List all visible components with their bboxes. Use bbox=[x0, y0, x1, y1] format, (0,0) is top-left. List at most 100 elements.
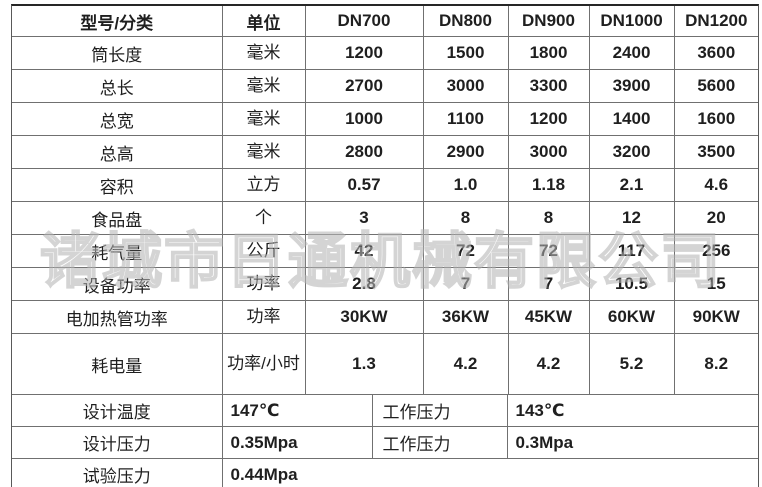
cell-value: 36KW bbox=[422, 300, 509, 334]
table-header-row: 型号/分类 单位 DN700 DN800 DN900 DN1000 DN1200 bbox=[12, 6, 758, 37]
working-label: 工作压力 bbox=[371, 395, 508, 427]
cell-value: 60KW bbox=[588, 300, 675, 334]
cell-value: 1200 bbox=[507, 102, 590, 136]
header-model-dn700: DN700 bbox=[304, 6, 424, 37]
row-unit: 毫米 bbox=[221, 36, 306, 70]
cell-value: 5.2 bbox=[588, 333, 675, 395]
cell-value: 2.8 bbox=[304, 267, 424, 301]
row-unit: 毫米 bbox=[221, 69, 306, 103]
row-unit: 功率 bbox=[221, 267, 306, 301]
cell-value: 1000 bbox=[304, 102, 424, 136]
cell-value: 7 bbox=[507, 267, 590, 301]
cell-value: 2.1 bbox=[588, 168, 675, 202]
header-model-dn1000: DN1000 bbox=[588, 6, 675, 37]
cell-value: 5600 bbox=[673, 69, 758, 103]
table-row-power-consumption: 耗电量 功率/小时 1.3 4.2 4.2 5.2 8.2 bbox=[12, 333, 758, 395]
row-unit: 功率/小时 bbox=[221, 333, 306, 395]
row-label: 电加热管功率 bbox=[12, 300, 223, 334]
table-row-food-trays: 食品盘 个 3 8 8 12 20 bbox=[12, 201, 758, 235]
cell-value: 2700 bbox=[304, 69, 424, 103]
cell-value: 4.2 bbox=[507, 333, 590, 395]
cell-value: 30KW bbox=[304, 300, 424, 334]
table-row-total-length: 总长 毫米 2700 3000 3300 3900 5600 bbox=[12, 69, 758, 103]
cell-value: 1600 bbox=[673, 102, 758, 136]
working-pressure-value: 0.3Mpa bbox=[506, 426, 758, 459]
row-label: 总宽 bbox=[12, 102, 223, 136]
cell-value: 3000 bbox=[422, 69, 509, 103]
table-row-air-consumption: 耗气量 公斤 42 72 72 117 256 bbox=[12, 234, 758, 268]
row-label: 试验压力 bbox=[12, 458, 223, 487]
row-unit: 毫米 bbox=[221, 102, 306, 136]
cell-value: 3600 bbox=[673, 36, 758, 70]
cell-value: 12 bbox=[588, 201, 675, 235]
cell-value: 15 bbox=[673, 267, 758, 301]
row-label: 总长 bbox=[12, 69, 223, 103]
cell-value: 1200 bbox=[304, 36, 424, 70]
row-label: 筒长度 bbox=[12, 36, 223, 70]
cell-value: 3900 bbox=[588, 69, 675, 103]
row-label: 设计温度 bbox=[12, 395, 223, 427]
design-temperature-value: 147℃ bbox=[221, 395, 373, 427]
cell-value: 3200 bbox=[588, 135, 675, 169]
design-pressure-value: 0.35Mpa bbox=[221, 426, 373, 459]
header-model-dn800: DN800 bbox=[422, 6, 509, 37]
cell-value: 1400 bbox=[588, 102, 675, 136]
table-row-cylinder-length: 筒长度 毫米 1200 1500 1800 2400 3600 bbox=[12, 36, 758, 70]
cell-value: 1.3 bbox=[304, 333, 424, 395]
cell-value: 2800 bbox=[304, 135, 424, 169]
cell-value: 90KW bbox=[673, 300, 758, 334]
table-row-total-height: 总高 毫米 2800 2900 3000 3200 3500 bbox=[12, 135, 758, 169]
header-model-dn900: DN900 bbox=[507, 6, 590, 37]
cell-value: 4.6 bbox=[673, 168, 758, 202]
table-row-volume: 容积 立方 0.57 1.0 1.18 2.1 4.6 bbox=[12, 168, 758, 202]
row-unit: 公斤 bbox=[221, 234, 306, 268]
working-label: 工作压力 bbox=[371, 426, 508, 459]
cell-value: 1500 bbox=[422, 36, 509, 70]
row-unit: 立方 bbox=[221, 168, 306, 202]
row-label: 设计压力 bbox=[12, 426, 223, 459]
row-label: 耗气量 bbox=[12, 234, 223, 268]
footer-row-design-pressure: 设计压力 0.35Mpa 工作压力 0.3Mpa bbox=[12, 426, 758, 459]
footer-row-design-temperature: 设计温度 147℃ 工作压力 143℃ bbox=[12, 395, 758, 427]
cell-value: 1.0 bbox=[422, 168, 509, 202]
cell-value: 42 bbox=[304, 234, 424, 268]
footer-row-test-pressure: 试验压力 0.44Mpa bbox=[12, 458, 758, 487]
row-label: 设备功率 bbox=[12, 267, 223, 301]
row-label: 总高 bbox=[12, 135, 223, 169]
cell-value: 72 bbox=[507, 234, 590, 268]
cell-value: 256 bbox=[673, 234, 758, 268]
row-unit: 个 bbox=[221, 201, 306, 235]
table-row-equipment-power: 设备功率 功率 2.8 7 7 10.5 15 bbox=[12, 267, 758, 301]
cell-value: 1.18 bbox=[507, 168, 590, 202]
cell-value: 3000 bbox=[507, 135, 590, 169]
cell-value: 117 bbox=[588, 234, 675, 268]
row-label: 容积 bbox=[12, 168, 223, 202]
cell-value: 0.57 bbox=[304, 168, 424, 202]
spec-table-main: 型号/分类 单位 DN700 DN800 DN900 DN1000 DN1200… bbox=[12, 6, 758, 395]
cell-value: 10.5 bbox=[588, 267, 675, 301]
spec-table-footer: 设计温度 147℃ 工作压力 143℃ 设计压力 0.35Mpa 工作压力 0.… bbox=[12, 395, 758, 487]
cell-value: 1100 bbox=[422, 102, 509, 136]
cell-value: 8 bbox=[422, 201, 509, 235]
header-model-category: 型号/分类 bbox=[12, 6, 223, 37]
working-temperature-value: 143℃ bbox=[506, 395, 758, 427]
cell-value: 7 bbox=[422, 267, 509, 301]
row-label: 耗电量 bbox=[12, 333, 223, 395]
cell-value: 1800 bbox=[507, 36, 590, 70]
test-pressure-value: 0.44Mpa bbox=[221, 458, 758, 487]
cell-value: 2900 bbox=[422, 135, 509, 169]
cell-value: 45KW bbox=[507, 300, 590, 334]
row-unit: 毫米 bbox=[221, 135, 306, 169]
cell-value: 4.2 bbox=[422, 333, 509, 395]
table-row-heater-power: 电加热管功率 功率 30KW 36KW 45KW 60KW 90KW bbox=[12, 300, 758, 334]
cell-value: 2400 bbox=[588, 36, 675, 70]
table-row-total-width: 总宽 毫米 1000 1100 1200 1400 1600 bbox=[12, 102, 758, 136]
cell-value: 8.2 bbox=[673, 333, 758, 395]
row-unit: 功率 bbox=[221, 300, 306, 334]
header-unit: 单位 bbox=[221, 6, 306, 37]
cell-value: 3500 bbox=[673, 135, 758, 169]
cell-value: 8 bbox=[507, 201, 590, 235]
cell-value: 3 bbox=[304, 201, 424, 235]
header-model-dn1200: DN1200 bbox=[673, 6, 758, 37]
